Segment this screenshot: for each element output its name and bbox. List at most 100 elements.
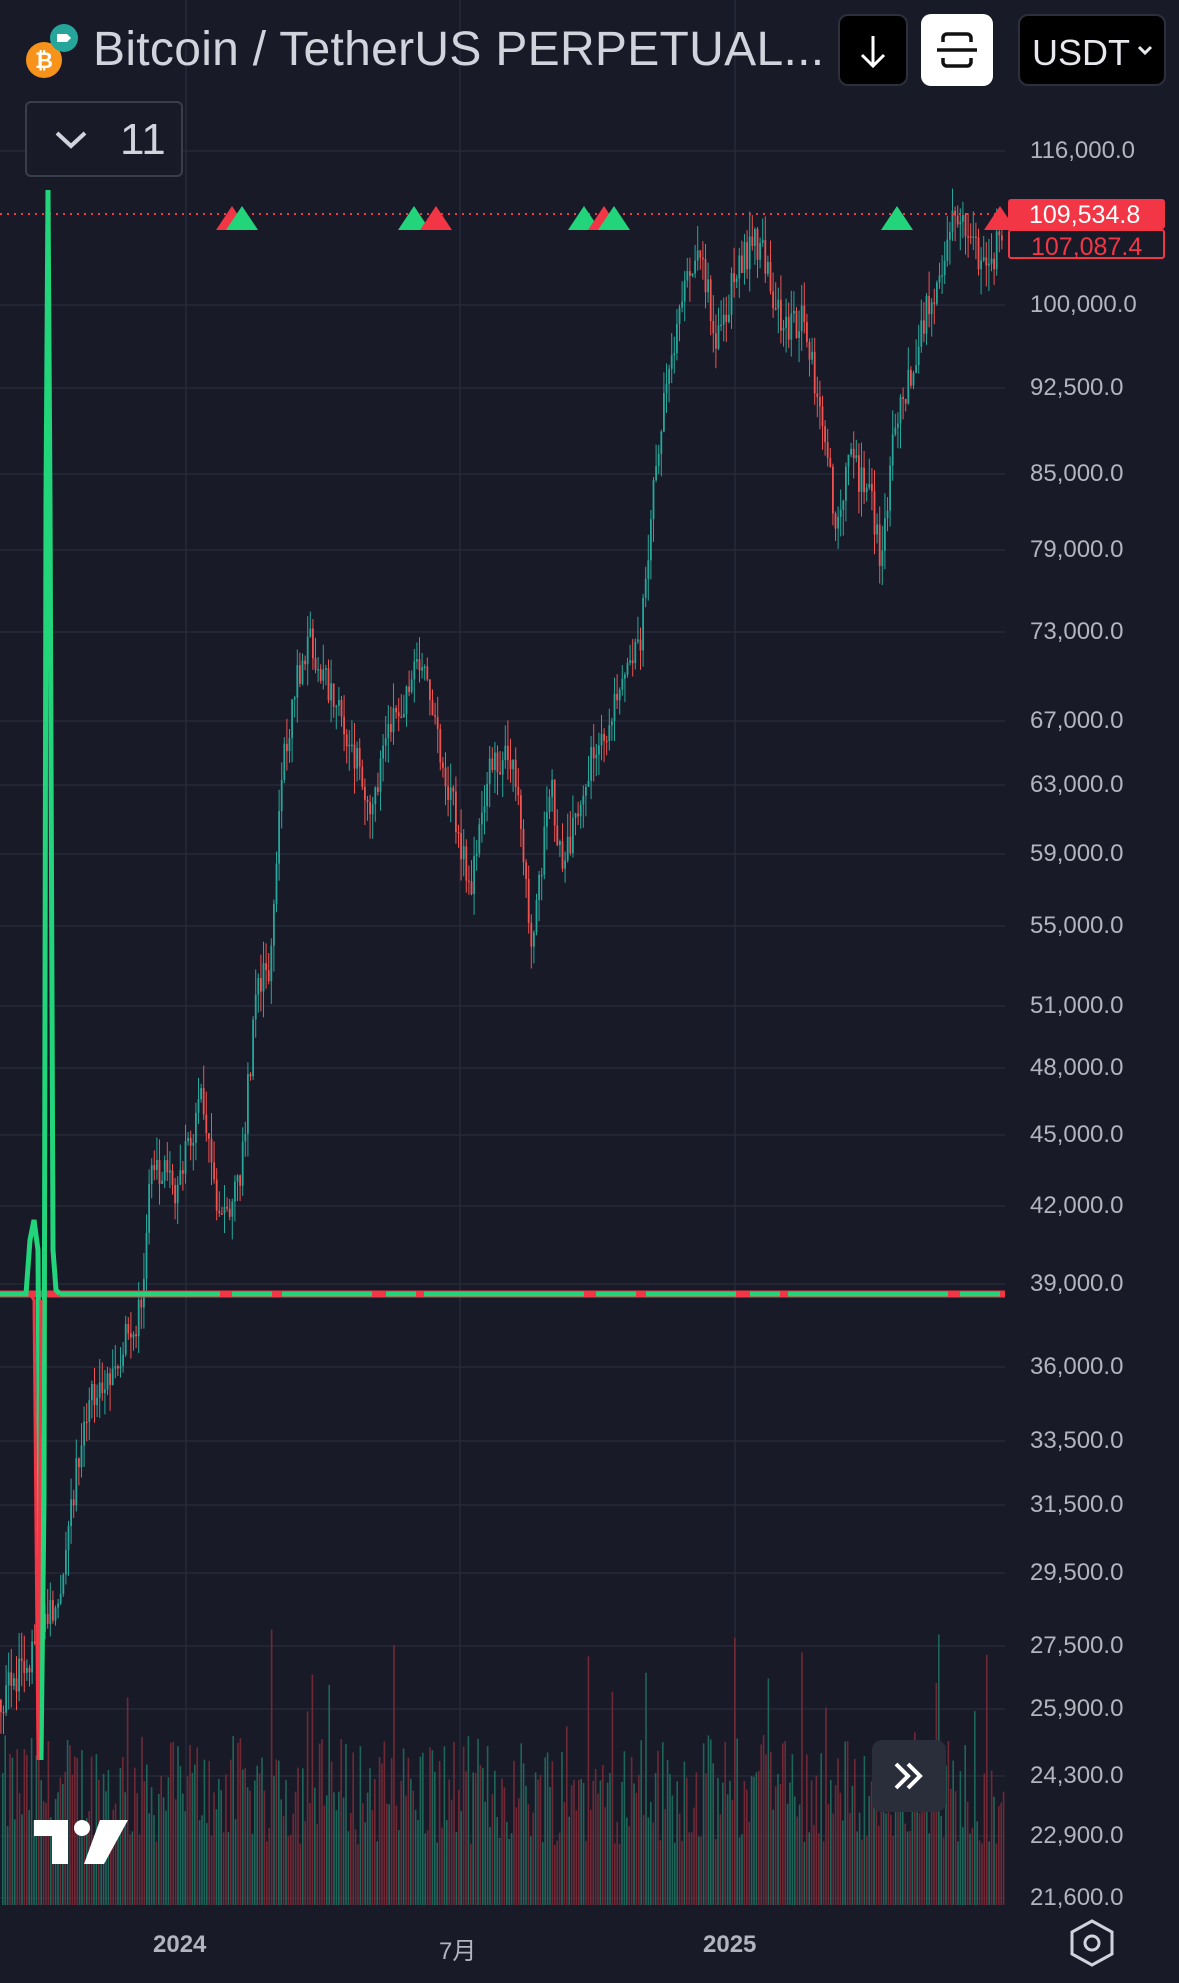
volume-bar: [587, 1656, 590, 1905]
candle: [109, 1368, 111, 1411]
screenshot-button[interactable]: [921, 14, 993, 86]
download-button[interactable]: [838, 14, 908, 86]
candle: [374, 786, 377, 822]
volume-bar: [966, 1801, 969, 1905]
volume-bar: [688, 1832, 690, 1905]
volume-bar: [186, 1776, 189, 1905]
candle: [808, 338, 811, 377]
candle: [608, 708, 611, 751]
volume-bar: [354, 1829, 357, 1905]
candle: [702, 241, 704, 280]
volume-bar: [270, 1629, 273, 1905]
price-scale-label: 55,000.0: [1030, 912, 1124, 939]
price-scale-label: 100,000.0: [1030, 291, 1137, 318]
volume-bar: [832, 1813, 834, 1905]
candle: [587, 755, 590, 788]
volume-bar: [578, 1780, 580, 1905]
volume-bar: [146, 1764, 148, 1905]
volume-bar: [758, 1770, 760, 1905]
screenshot-frame-icon: [937, 32, 977, 68]
volume-bar: [827, 1804, 830, 1905]
candle: [902, 387, 904, 420]
volume-bar: [458, 1790, 460, 1905]
volume-bar: [806, 1754, 808, 1905]
candle: [821, 395, 824, 450]
signal-marker: [226, 206, 258, 230]
volume-bar: [438, 1761, 441, 1905]
candle: [548, 789, 551, 820]
candle: [78, 1457, 80, 1486]
candle: [481, 790, 483, 843]
volume-bar: [417, 1820, 419, 1905]
indicator-toggle[interactable]: 11: [25, 101, 183, 177]
currency-select[interactable]: USDT: [1018, 14, 1166, 86]
volume-bar: [837, 1758, 839, 1905]
candle: [884, 493, 886, 570]
candle: [824, 420, 826, 456]
signal-markers: [216, 206, 1016, 230]
volume-bar: [491, 1794, 494, 1905]
candle: [876, 513, 878, 544]
price-scale-label: 85,000.0: [1030, 460, 1124, 487]
volume-bar: [602, 1764, 604, 1905]
volume-bar: [918, 1813, 921, 1905]
volume-bar: [695, 1772, 698, 1905]
volume-bar: [969, 1833, 971, 1905]
hexagon-settings-icon[interactable]: [1066, 1917, 1118, 1969]
candle: [507, 720, 509, 780]
symbol-title[interactable]: Bitcoin / TetherUS PERPETUAL...: [93, 23, 825, 76]
volume-bar: [830, 1779, 832, 1905]
volume-bar: [21, 1814, 23, 1905]
volume-bar: [700, 1836, 702, 1905]
volume-bar: [282, 1816, 285, 1905]
candle: [306, 616, 309, 686]
candle: [423, 664, 426, 681]
volume-bar: [484, 1801, 486, 1905]
volume-bar: [162, 1797, 165, 1905]
candle: [62, 1572, 65, 1597]
volume-bar: [580, 1779, 582, 1905]
volume-bar: [11, 1757, 14, 1905]
candle: [592, 724, 595, 782]
volume-bar: [532, 1812, 534, 1905]
volume-bar: [986, 1654, 988, 1905]
candle: [195, 1102, 197, 1161]
candle: [925, 293, 928, 345]
candle: [70, 1478, 72, 1544]
volume-bar: [822, 1841, 825, 1905]
volume-bar: [40, 1780, 42, 1905]
candle: [369, 794, 371, 839]
candle: [748, 211, 751, 292]
candle: [117, 1364, 119, 1377]
candle: [33, 1624, 36, 1646]
volume-bar: [734, 1637, 736, 1905]
volume-bar: [407, 1757, 410, 1905]
candle: [717, 307, 720, 351]
volume-bar: [244, 1767, 246, 1905]
candle: [13, 1673, 15, 1690]
bitcoin-coin-icon: ₿: [26, 24, 78, 78]
volume-bar: [486, 1746, 489, 1905]
candle: [943, 241, 946, 285]
candle: [621, 665, 624, 696]
volume-bar: [218, 1779, 220, 1905]
candle: [754, 227, 756, 265]
volume-bar: [774, 1786, 777, 1905]
scroll-to-realtime-button[interactable]: [872, 1740, 946, 1812]
volume-bar: [131, 1831, 134, 1905]
volume-bar: [362, 1803, 364, 1905]
volume-bar: [110, 1821, 112, 1905]
candle: [650, 510, 652, 580]
volume-bar: [328, 1684, 330, 1905]
volume-bar: [520, 1743, 522, 1905]
candle: [241, 1127, 244, 1196]
volume-bar: [767, 1678, 770, 1905]
volume-bar: [887, 1770, 890, 1905]
candle: [639, 627, 642, 670]
candle: [132, 1331, 135, 1351]
volume-bar: [890, 1814, 892, 1905]
tradingview-logo-icon: [34, 1820, 128, 1864]
volume-bar: [635, 1792, 638, 1905]
volume-bar: [275, 1759, 278, 1905]
